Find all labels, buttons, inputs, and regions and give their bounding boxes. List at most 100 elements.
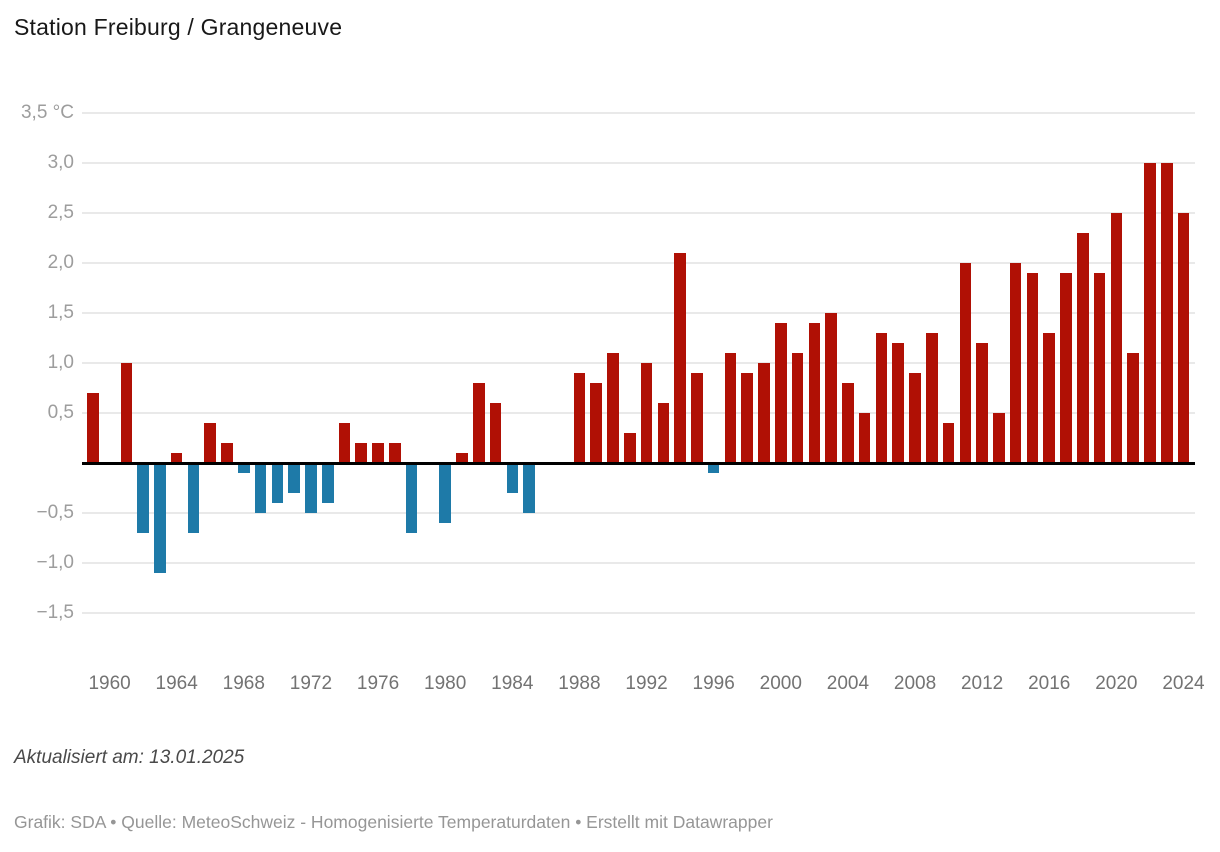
bar-2005 [858, 413, 871, 463]
x-axis-tick-label-2000: 2000 [759, 673, 802, 694]
y-axis-tick-label: 0,5 [47, 402, 74, 423]
bar-1975 [355, 443, 368, 463]
bar-1971 [288, 463, 300, 493]
bar-2015 [1026, 273, 1039, 463]
bar-1983 [489, 403, 502, 463]
y-axis-tick-label: −0,5 [36, 502, 74, 523]
bar-2019 [1093, 273, 1106, 463]
bar-2006 [875, 333, 888, 463]
bar-1998 [741, 373, 753, 463]
bar-1974 [338, 423, 351, 463]
bar-1992 [640, 363, 653, 463]
bar-2010 [942, 423, 955, 463]
y-axis-tick-label: 3,0 [47, 152, 74, 173]
y-axis-tick-label: −1,0 [36, 552, 74, 573]
bar-2023 [1160, 163, 1173, 463]
gridline [82, 512, 1195, 514]
x-axis-tick-label-2012: 2012 [960, 673, 1004, 694]
x-axis-tick-label-1976: 1976 [356, 673, 400, 694]
bar-1982 [472, 383, 485, 463]
bar-1976 [372, 443, 384, 463]
gridline [82, 262, 1195, 264]
bar-2021 [1127, 353, 1139, 463]
gridline [82, 312, 1195, 314]
gridline [82, 612, 1195, 614]
x-axis-tick-label-2004: 2004 [826, 673, 870, 694]
y-axis-tick-label: 1,5 [47, 302, 74, 323]
bar-2014 [1009, 263, 1022, 463]
bar-1997 [724, 353, 737, 463]
bar-1984 [506, 463, 519, 493]
bar-1994 [674, 253, 686, 463]
bar-1970 [271, 463, 284, 503]
x-axis-tick-label-2020: 2020 [1095, 673, 1138, 694]
y-axis-tick-label: 1,0 [47, 352, 74, 373]
bar-2003 [825, 313, 837, 463]
bar-1973 [321, 463, 334, 503]
x-axis-tick-label-1968: 1968 [222, 673, 265, 694]
bar-1962 [137, 463, 149, 533]
updated-note: Aktualisiert am: 13.01.2025 [14, 747, 245, 768]
bar-1967 [221, 443, 233, 463]
bar-1985 [523, 463, 535, 513]
bar-2022 [1144, 163, 1156, 463]
bar-2012 [976, 343, 988, 463]
bar-2000 [774, 323, 787, 463]
bar-1978 [405, 463, 418, 533]
y-axis-tick-label: −1,5 [36, 602, 74, 623]
bar-1993 [657, 403, 670, 463]
bar-1999 [758, 363, 770, 463]
y-axis-tick-label: 2,0 [47, 252, 74, 273]
bar-2004 [842, 383, 854, 463]
bar-1977 [389, 443, 401, 463]
bar-2017 [1060, 273, 1072, 463]
bar-2020 [1110, 213, 1123, 463]
x-axis-tick-label-2016: 2016 [1028, 673, 1071, 694]
credits-source-line: Grafik: SDA • Quelle: MeteoSchweiz - Hom… [14, 812, 773, 832]
y-axis-tick-label: 3,5 °C [20, 102, 74, 123]
x-axis-tick-label-2008: 2008 [893, 673, 937, 694]
bar-1966 [204, 423, 217, 463]
bar-2011 [959, 263, 972, 463]
bar-1995 [691, 373, 703, 463]
gridline [82, 412, 1195, 414]
x-axis-tick-label-1960: 1960 [88, 673, 131, 694]
x-axis-tick-label-1964: 1964 [155, 673, 198, 694]
x-axis-tick-label-1992: 1992 [625, 673, 668, 694]
x-axis-tick-label-1988: 1988 [558, 673, 601, 694]
bar-1991 [623, 433, 636, 463]
bar-1964 [170, 453, 183, 463]
bar-2007 [892, 343, 905, 463]
x-axis-tick-label-1972: 1972 [289, 673, 333, 694]
x-axis-tick-label-1996: 1996 [692, 673, 735, 694]
bar-2009 [926, 333, 938, 463]
bar-1961 [120, 363, 133, 463]
bar-1980 [439, 463, 451, 523]
bar-2002 [808, 323, 821, 463]
bar-1969 [254, 463, 267, 513]
bar-2018 [1077, 233, 1089, 463]
gridline [82, 362, 1195, 364]
gridline [82, 562, 1195, 564]
x-axis-tick-label-2024: 2024 [1162, 673, 1205, 694]
bar-2001 [791, 353, 804, 463]
bar-1988 [573, 373, 586, 463]
chart-title: Station Freiburg / Grangeneuve [14, 14, 343, 40]
bar-1981 [456, 453, 468, 463]
bar-1989 [590, 383, 602, 463]
bar-1963 [154, 463, 166, 573]
bar-2024 [1177, 213, 1190, 463]
x-axis-tick-label-1984: 1984 [491, 673, 534, 694]
bar-1959 [87, 393, 99, 463]
bar-1996 [707, 463, 720, 473]
y-axis-tick-label: 2,5 [47, 202, 74, 223]
chart-plot-area: 3,5 °C 3,0 2,5 2,0 1,5 1,0 0,5 −0,5 −1,0 −1,5 1960… [20, 102, 1205, 694]
bar-1972 [305, 463, 317, 513]
bar-1990 [607, 353, 619, 463]
bar-1968 [238, 463, 250, 473]
gridline [82, 212, 1195, 214]
bar-2016 [1043, 333, 1056, 463]
gridline [82, 162, 1195, 164]
x-axis-tick-label-1980: 1980 [424, 673, 467, 694]
